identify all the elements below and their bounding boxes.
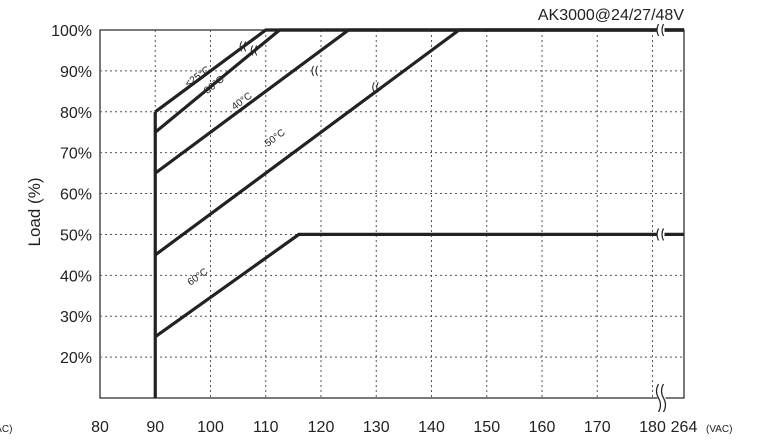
x-tick-label: 130	[363, 419, 390, 436]
y-tick-labels: 20% 30% 40% 50% 60% 70% 80% 90% 100%	[51, 23, 92, 367]
chart-title: AK3000@24/27/48V	[538, 7, 684, 24]
x-tick-label: 80	[91, 419, 109, 436]
x-tick-label: 150	[473, 419, 500, 436]
y-tick-label: 50%	[60, 227, 92, 244]
x-tick-label: 120	[308, 419, 335, 436]
y-axis-label: Load (%)	[25, 178, 44, 247]
x-tick-label: 180	[639, 419, 666, 436]
curve-break-mark	[372, 81, 379, 93]
series-break-mark	[656, 228, 665, 241]
curve-label: 50°C	[263, 127, 288, 149]
break-gap	[657, 24, 665, 36]
curve-1	[154, 28, 684, 134]
y-tick-label: 60%	[60, 187, 92, 204]
curve-3	[154, 28, 684, 257]
y-tick-label: 70%	[60, 146, 92, 163]
x-tick-label: 100	[197, 419, 224, 436]
x-tick-label: 170	[584, 419, 611, 436]
x-tick-label: 140	[418, 419, 445, 436]
curve-break-mark	[311, 65, 318, 77]
axis-break-marks	[655, 23, 667, 413]
x-unit-right: (VAC)	[706, 424, 732, 435]
y-tick-label: 90%	[60, 64, 92, 81]
y-tick-label: 40%	[60, 268, 92, 285]
x-unit-left: (VAC)	[0, 424, 12, 435]
y-tick-label: 80%	[60, 105, 92, 122]
break-gap	[657, 228, 665, 241]
x-tick-labels: 80 90 100 110 120 130 140 150 160 170 180 264	[91, 419, 697, 436]
y-tick-label: 100%	[51, 23, 92, 40]
x-tick-label: 90	[146, 419, 164, 436]
x-tick-label: 160	[529, 419, 556, 436]
x-axis-break-mark	[655, 383, 667, 413]
curve-4	[154, 232, 684, 339]
x-tick-label: 264	[671, 419, 698, 436]
series-break-mark	[656, 23, 665, 37]
y-tick-label: 20%	[60, 350, 92, 367]
x-tick-label: 110	[253, 419, 279, 436]
curve-break-mark	[239, 41, 247, 52]
derating-curves	[153, 28, 684, 398]
y-tick-label: 30%	[60, 309, 92, 326]
curve-break-mark	[250, 45, 258, 56]
curve-label: 60°C	[186, 266, 211, 288]
x-axis-break-gap	[657, 384, 666, 412]
